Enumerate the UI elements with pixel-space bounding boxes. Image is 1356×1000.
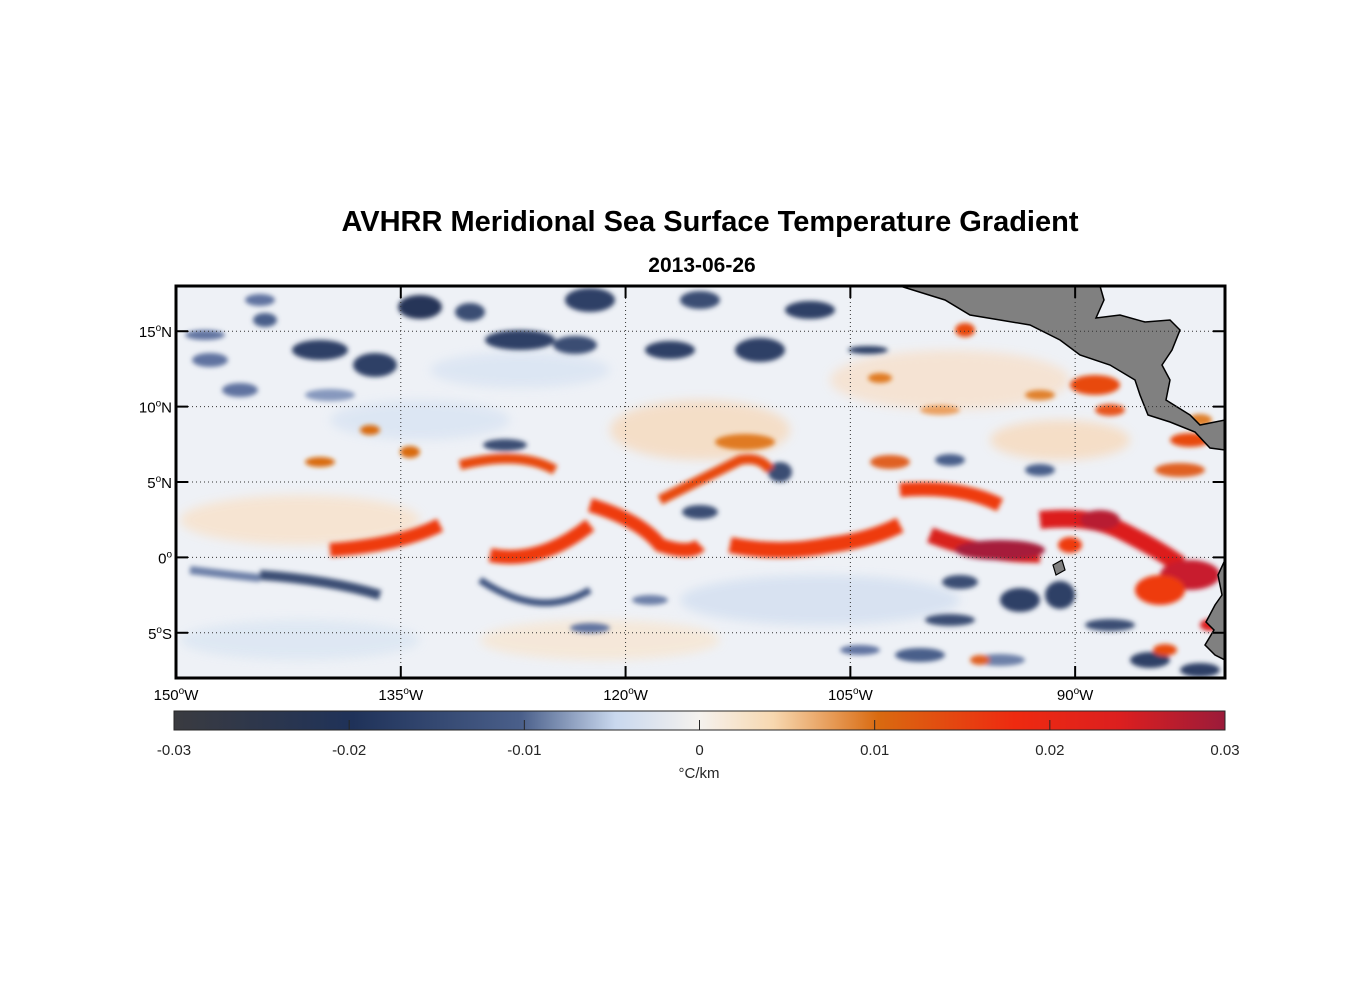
colorbar-tick-label: -0.03	[157, 742, 191, 759]
lat-tick-label: 5oN	[147, 474, 172, 492]
land-galapagos	[1052, 559, 1066, 576]
colorbar: -0.03 -0.02 -0.01 0 0.01 0.02 0.03 °C/km	[157, 710, 1240, 782]
colorbar-tick-label: -0.02	[332, 742, 366, 759]
longitude-labels: 150oW 135oW 120oW 105oW 90oW	[154, 686, 1095, 704]
lat-tick-label: 5oS	[148, 625, 172, 643]
lon-tick-label: 105oW	[828, 686, 874, 704]
lon-tick-label: 150oW	[154, 686, 200, 704]
land-south-america	[1204, 559, 1225, 661]
lat-tick-label: 15oN	[139, 323, 172, 341]
colorbar-tick-label: 0.03	[1210, 742, 1239, 759]
colorbar-tick-label: -0.01	[507, 742, 541, 759]
land-central-america	[899, 286, 1225, 451]
lon-tick-label: 135oW	[378, 686, 424, 704]
lat-tick-label: 10oN	[139, 399, 172, 417]
colorbar-units-label: °C/km	[679, 765, 720, 782]
lat-tick-label: 0o	[158, 549, 172, 567]
lon-tick-label: 120oW	[603, 686, 649, 704]
latitude-labels: 15oN 10oN 5oN 0o 5oS	[139, 323, 173, 643]
map-date-subtitle: 2013-06-26	[648, 254, 756, 277]
colorbar-tick-label: 0.01	[860, 742, 889, 759]
map-frame	[174, 284, 1227, 680]
colorbar-tick-label: 0.02	[1035, 742, 1064, 759]
lon-tick-label: 90oW	[1057, 686, 1094, 704]
colorbar-ticks: -0.03 -0.02 -0.01 0 0.01 0.02 0.03	[157, 720, 1240, 759]
colorbar-tick-label: 0	[695, 742, 703, 759]
map-title: AVHRR Meridional Sea Surface Temperature…	[341, 206, 1079, 238]
